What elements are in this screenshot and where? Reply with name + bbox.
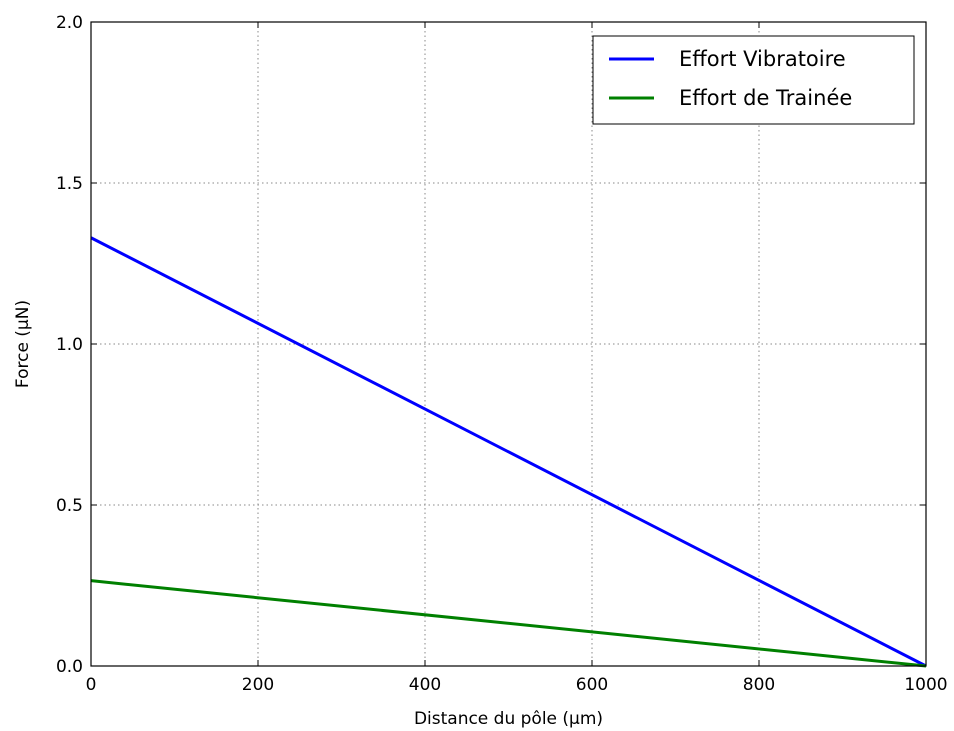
y-axis-label: Force (μN) (13, 300, 33, 388)
y-tick-label: 0.5 (56, 496, 83, 516)
y-tick-labels: 0.0 0.5 1.0 1.5 2.0 (56, 13, 83, 677)
legend: Effort Vibratoire Effort de Trainée (592, 35, 915, 125)
legend-label-trainee: Effort de Trainée (679, 86, 852, 110)
series-line-0 (90, 236, 927, 668)
legend-label-vibratoire: Effort Vibratoire (679, 47, 846, 71)
x-tick-label: 600 (576, 675, 608, 695)
grid-lines (91, 22, 926, 666)
x-tick-label: 400 (409, 675, 441, 695)
y-tick-label: 1.5 (56, 174, 83, 194)
y-tick-label: 2.0 (56, 13, 83, 33)
x-tick-label: 0 (86, 675, 97, 695)
series-lines (90, 236, 927, 668)
y-tick-label: 0.0 (56, 657, 83, 677)
x-tick-label: 1000 (904, 675, 947, 695)
x-tick-labels: 0 200 400 600 800 1000 (86, 675, 948, 695)
x-tick-label: 800 (743, 675, 775, 695)
legend-box (592, 35, 915, 125)
axis-ticks (90, 21, 927, 667)
x-axis-label: Distance du pôle (μm) (414, 709, 603, 729)
x-tick-label: 200 (242, 675, 274, 695)
y-tick-label: 1.0 (56, 335, 83, 355)
series-line-1 (90, 579, 927, 668)
